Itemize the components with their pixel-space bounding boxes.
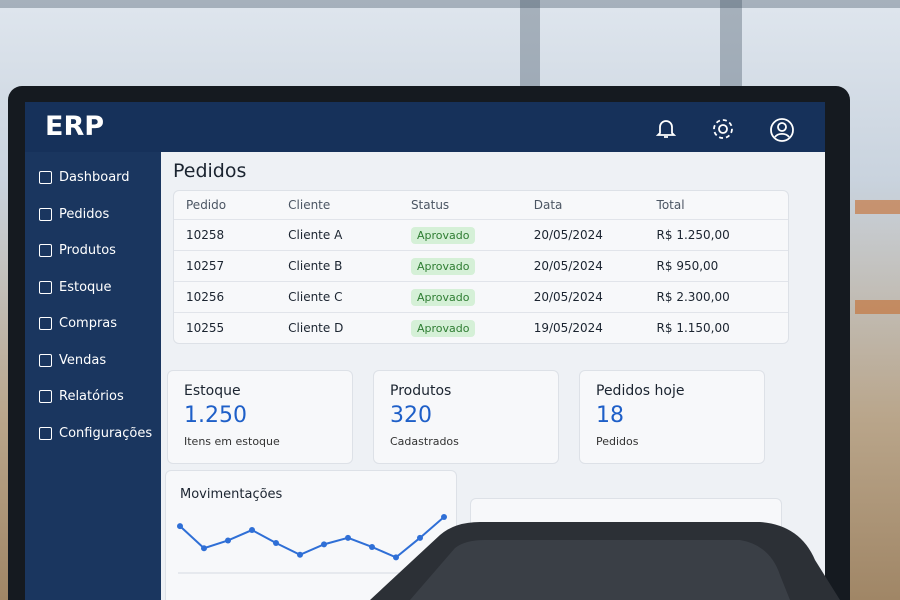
orders-panel: Pedidos Pedido Cliente Status Data Total 1025… [173,160,813,344]
movements-point [273,540,279,547]
table-cell: 10255 [186,321,225,335]
card-caption: Pedidos [596,435,639,448]
column-header: Cliente [288,198,331,212]
nav-label: Vendas [59,352,107,368]
movements-point [417,534,423,541]
nav-icon [39,390,52,403]
orders-title: Pedidos [173,160,247,182]
table-cell: Cliente D [288,321,344,335]
table-cell: Cliente B [288,259,343,273]
nav-label: Produtos [59,243,116,258]
nav-icon [39,317,52,330]
card-title: Estoque [184,383,241,399]
nav-icon [39,426,52,440]
nav-label: Compras [59,316,118,331]
card-caption: Itens em estoque [184,435,280,448]
notifications-icon[interactable] [655,117,677,139]
table-row[interactable]: 10255 Cliente D Aprovado 19/05/2024 R$ 1.150… [174,312,788,343]
sidebar: Dashboard Pedidos Produtos Estoque Compras Ve… [25,152,161,600]
nav-label: Dashboard [59,170,130,185]
card-title: Produtos [390,383,452,399]
user-icon[interactable] [769,117,795,143]
nav-icon [39,244,52,257]
card-value: 320 [390,403,432,428]
table-cell: 10256 [186,290,225,304]
table-row[interactable]: 10256 Cliente C Aprovado 20/05/2024 R$ 2.300… [174,281,788,312]
table-cell: 10257 [186,259,225,273]
table-cell: R$ 1.150,00 [656,321,730,335]
nav-item[interactable]: Vendas [39,353,106,368]
nav-item[interactable]: Compras [39,316,117,331]
stat-card: Pedidos hoje 18 Pedidos [579,370,765,464]
table-cell: Aprovado [399,320,522,337]
movements-point [369,543,375,550]
nav-item[interactable]: Relatórios [39,389,124,404]
table-header: Pedido Cliente Status Data Total [174,191,788,219]
column-header: Status [410,198,450,212]
movements-point [393,554,399,561]
movements-point [177,523,183,530]
table-cell: 10258 [186,228,225,242]
table-cell: Aprovado [399,258,522,275]
table-cell: 20/05/2024 [533,290,603,304]
table-cell: R$ 1.250,00 [656,228,730,242]
nav-item[interactable]: Produtos [39,243,116,258]
orders-table: Pedido Cliente Status Data Total 10258 Cliente… [173,190,789,344]
nav-label: Pedidos [59,206,110,222]
movements-point [345,534,351,541]
table-cell: R$ 2.300,00 [656,290,730,304]
settings-icon[interactable] [711,117,735,141]
table-cell: Aprovado [399,227,522,244]
top-bar: ERP [25,102,825,152]
table-cell: Cliente C [288,290,343,304]
movements-point [441,514,447,520]
status-badge: Aprovado [410,289,476,306]
nav-icon [39,207,52,221]
movements-point [321,541,327,548]
stat-card: Produtos 320 Cadastrados [373,370,559,464]
table-cell: R$ 950,00 [656,259,719,273]
nav-icon [39,280,52,294]
nav-icon [39,353,52,367]
card-title: Pedidos hoje [596,383,685,399]
nav-label: Relatórios [59,389,124,404]
movements-line [179,516,445,559]
nav-item[interactable]: Configurações [39,426,152,441]
movements-point [297,551,303,558]
status-badge: Aprovado [410,320,476,337]
table-cell: 20/05/2024 [533,228,603,242]
table-cell: 20/05/2024 [533,259,603,273]
column-header: Pedido [186,198,227,212]
status-badge: Aprovado [410,258,476,275]
nav-icon [39,171,52,184]
card-value: 1.250 [184,403,247,428]
table-cell: 19/05/2024 [533,321,603,335]
card-value: 18 [596,403,624,428]
column-header: Data [533,198,563,212]
nav-item[interactable]: Pedidos [39,207,109,222]
table-cell: Aprovado [399,289,522,306]
card-caption: Cadastrados [390,435,459,448]
movements-point [201,545,207,552]
nav-label: Configurações [59,425,153,441]
nav-label: Estoque [59,279,112,295]
stat-card: Estoque 1.250 Itens em estoque [167,370,353,464]
nav-item[interactable]: Estoque [39,280,112,295]
nav-item[interactable]: Dashboard [39,170,130,185]
column-header: Total [656,198,685,212]
movements-point [249,527,255,534]
movements-point [225,537,231,544]
table-row[interactable]: 10258 Cliente A Aprovado 20/05/2024 R$ 1.250… [174,219,788,250]
logo: ERP [45,111,105,142]
table-cell: Cliente A [288,228,343,242]
table-row[interactable]: 10257 Cliente B Aprovado 20/05/2024 R$ 950,0… [174,250,788,281]
status-badge: Aprovado [410,227,476,244]
movements-title: Movimentações [180,487,283,502]
